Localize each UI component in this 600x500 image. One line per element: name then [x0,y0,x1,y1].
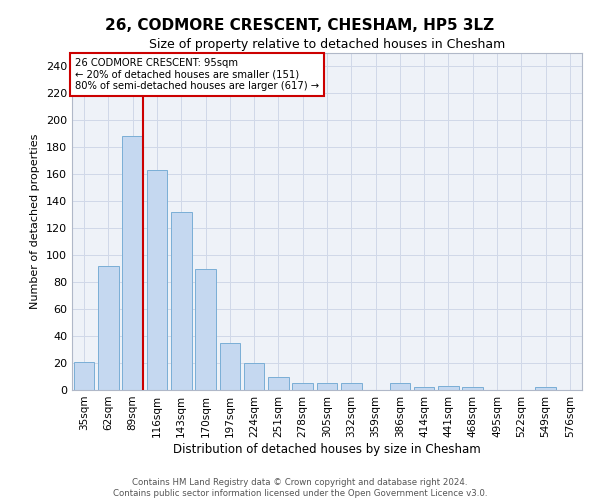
Title: Size of property relative to detached houses in Chesham: Size of property relative to detached ho… [149,38,505,52]
Bar [74,362,94,390]
Bar [414,388,434,390]
Bar [220,343,240,390]
Bar [438,386,459,390]
Bar [268,376,289,390]
Text: 26, CODMORE CRESCENT, CHESHAM, HP5 3LZ: 26, CODMORE CRESCENT, CHESHAM, HP5 3LZ [106,18,494,32]
Y-axis label: Number of detached properties: Number of detached properties [31,134,40,309]
Bar [535,388,556,390]
Bar [146,170,167,390]
Bar [244,363,265,390]
X-axis label: Distribution of detached houses by size in Chesham: Distribution of detached houses by size … [173,442,481,456]
Text: 26 CODMORE CRESCENT: 95sqm
← 20% of detached houses are smaller (151)
80% of sem: 26 CODMORE CRESCENT: 95sqm ← 20% of deta… [74,58,319,91]
Bar [195,268,216,390]
Bar [463,388,483,390]
Bar [122,136,143,390]
Bar [341,383,362,390]
Bar [317,383,337,390]
Bar [389,383,410,390]
Text: Contains HM Land Registry data © Crown copyright and database right 2024.
Contai: Contains HM Land Registry data © Crown c… [113,478,487,498]
Bar [171,212,191,390]
Bar [98,266,119,390]
Bar [292,383,313,390]
